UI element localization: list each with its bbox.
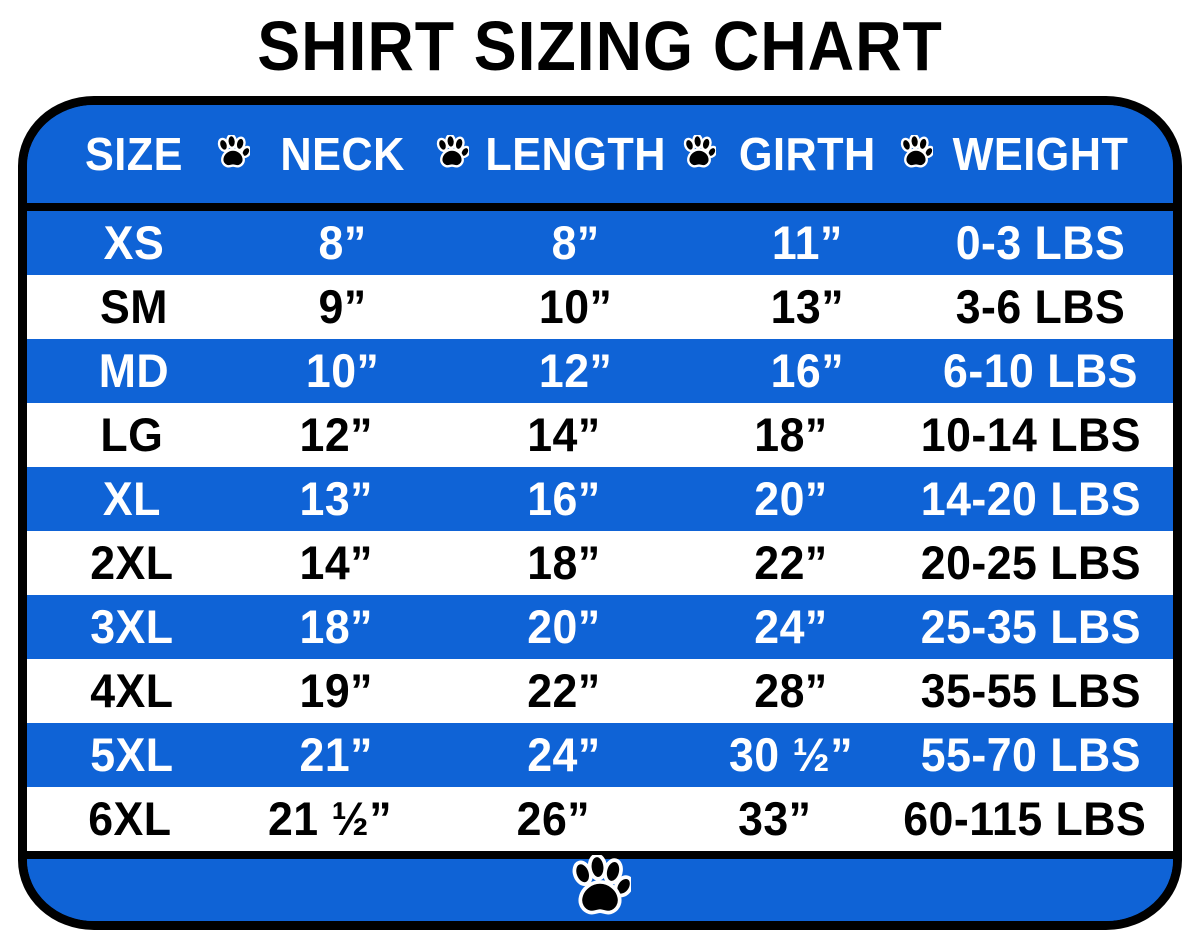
cell-neck: 21” — [299, 728, 373, 781]
cell-neck: 10” — [305, 344, 380, 397]
cell-neck: 18” — [299, 600, 373, 653]
cell-weight: 55-70 LBS — [921, 728, 1142, 781]
column-header-size: SIZE — [84, 128, 183, 180]
cell-size: 5XL — [90, 728, 174, 781]
cell-neck: 12” — [299, 408, 373, 461]
cell-size: XL — [102, 472, 161, 525]
paw-print-icon — [898, 135, 934, 173]
cell-size: MD — [98, 344, 170, 397]
cell-girth: 30 ½” — [729, 728, 854, 781]
column-header-weight: WEIGHT — [952, 128, 1129, 180]
cell-girth: 22” — [754, 536, 828, 589]
cell-weight: 10-14 LBS — [921, 408, 1142, 461]
cell-size: 6XL — [88, 792, 172, 845]
table-footer-band — [27, 851, 1173, 921]
page-title: SHIRT SIZING CHART — [257, 7, 943, 85]
cell-girth: 11” — [772, 216, 844, 269]
cell-girth: 24” — [754, 600, 828, 653]
cell-size: 4XL — [90, 664, 174, 717]
cell-size: XS — [103, 216, 165, 269]
cell-neck: 14” — [299, 536, 373, 589]
paw-print-icon — [569, 855, 631, 921]
cell-girth: 33” — [738, 792, 812, 845]
cell-weight: 6-10 LBS — [943, 344, 1138, 397]
paw-print-icon — [215, 135, 251, 173]
table-body: XS 8” 8” 11” 0-3 LBS SM 9” 10” — [27, 211, 1173, 851]
table-row: 5XL 21” 24” 30 ½” 55-70 LBS — [27, 723, 1173, 787]
cell-girth: 13” — [770, 280, 845, 333]
table-row: MD 10” 12” 16” 6-10 LBS — [27, 339, 1173, 403]
cell-weight: 25-35 LBS — [921, 600, 1142, 653]
cell-neck: 21 ½” — [267, 792, 392, 845]
table-row: 2XL 14” 18” 22” 20-25 LBS — [27, 531, 1173, 595]
cell-length: 8” — [551, 216, 600, 269]
table-row: 3XL 18” 20” 24” 25-35 LBS — [27, 595, 1173, 659]
table-row: XL 13” 16” 20” 14-20 LBS — [27, 467, 1173, 531]
cell-length: 24” — [527, 728, 601, 781]
cell-neck: 13” — [299, 472, 373, 525]
cell-length: 18” — [527, 536, 601, 589]
cell-size: SM — [99, 280, 168, 333]
cell-size: 3XL — [90, 600, 174, 653]
paw-print-icon — [434, 135, 470, 173]
cell-size: LG — [100, 408, 164, 461]
cell-length: 26” — [516, 792, 590, 845]
table-row: 6XL 21 ½” 26” 33” 60-115 LBS — [27, 787, 1173, 851]
cell-neck: 19” — [299, 664, 373, 717]
table-row: LG 12” 14” 18” 10-14 LBS — [27, 403, 1173, 467]
table-row: XS 8” 8” 11” 0-3 LBS — [27, 211, 1173, 275]
column-header-neck: NECK — [280, 128, 405, 180]
cell-girth: 20” — [754, 472, 828, 525]
cell-length: 14” — [527, 408, 601, 461]
cell-weight: 3-6 LBS — [955, 280, 1126, 333]
cell-weight: 60-115 LBS — [903, 792, 1147, 845]
cell-weight: 14-20 LBS — [921, 472, 1142, 525]
sizing-table-card: SIZE NECK — [18, 96, 1182, 930]
cell-girth: 16” — [770, 344, 845, 397]
table-row: 4XL 19” 22” 28” 35-55 LBS — [27, 659, 1173, 723]
cell-length: 20” — [527, 600, 601, 653]
cell-length: 16” — [527, 472, 601, 525]
table-header-row: SIZE NECK — [27, 105, 1173, 211]
paw-print-icon — [681, 135, 717, 173]
cell-girth: 28” — [754, 664, 828, 717]
cell-weight: 20-25 LBS — [921, 536, 1142, 589]
cell-neck: 8” — [318, 216, 367, 269]
cell-weight: 35-55 LBS — [921, 664, 1142, 717]
cell-girth: 18” — [754, 408, 828, 461]
cell-length: 22” — [527, 664, 601, 717]
column-header-length: LENGTH — [485, 128, 667, 180]
table-row: SM 9” 10” 13” 3-6 LBS — [27, 275, 1173, 339]
cell-length: 12” — [539, 344, 613, 397]
cell-neck: 9” — [318, 280, 367, 333]
column-header-girth: GIRTH — [739, 128, 877, 180]
cell-length: 10” — [539, 280, 613, 333]
cell-size: 2XL — [90, 536, 174, 589]
cell-weight: 0-3 LBS — [955, 216, 1126, 269]
